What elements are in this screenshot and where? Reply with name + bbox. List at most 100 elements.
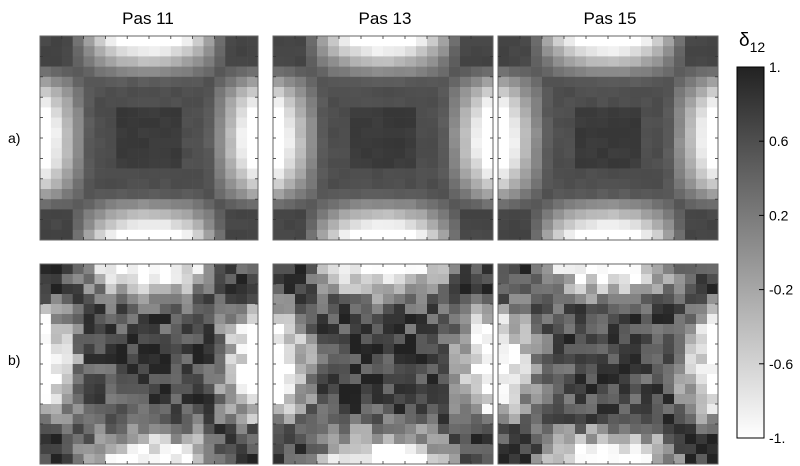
heatmap-cell [696,344,708,355]
heatmap-cell [350,324,362,335]
heatmap-cell [449,384,461,395]
heatmap-cell [416,424,428,435]
heatmap-cell [127,178,139,190]
heatmap-cell [542,178,554,190]
heatmap-cell [685,219,697,231]
heatmap-cell [438,324,450,335]
heatmap-cell [674,394,686,405]
heatmap-cell [498,394,510,405]
heatmap-cell [225,424,237,435]
heatmap-cell [295,127,307,139]
heatmap-cell [674,189,686,200]
heatmap-cell [531,364,543,375]
heatmap-cell [149,324,161,335]
heatmap-cell [339,148,351,159]
heatmap-cell [460,189,472,200]
heatmap-cell [449,314,461,325]
heatmap-cell [127,264,139,275]
heatmap-cell [663,354,675,365]
heatmap-cell [192,189,204,200]
heatmap-cell [339,344,351,355]
heatmap-cell [460,36,472,47]
heatmap-cell [553,36,565,47]
heatmap-cell [416,189,428,200]
heatmap-cell [306,454,318,465]
heatmap-cell [214,414,226,425]
heatmap-cell [674,314,686,325]
heatmap-cell [394,127,406,139]
heatmap-cell [350,344,362,355]
heatmap-cell [116,56,128,67]
heatmap-cell [597,324,609,335]
heatmap-cell [630,178,642,190]
heatmap-cell [482,434,494,445]
heatmap-cell [498,36,510,47]
heatmap-cell [416,209,428,220]
heatmap-cell [214,404,226,415]
heatmap-cell [542,414,554,425]
heatmap-cell [482,127,494,139]
heatmap-cell [663,178,675,190]
heatmap-cell [553,334,565,345]
heatmap-cell [663,66,675,78]
heatmap-cell [94,454,106,465]
heatmap-cell [317,168,329,180]
heatmap-cell [350,264,362,275]
heatmap-cell [509,434,521,445]
heatmap-cell [641,404,653,415]
heatmap-cell [460,107,472,118]
heatmap-cell [94,66,106,78]
heatmap-cell [482,354,494,365]
heatmap-cell [619,434,631,445]
heatmap-cell [449,117,461,129]
heatmap-cell [685,334,697,345]
heatmap-cell [531,314,543,325]
heatmap-cell [138,158,150,169]
heatmap-cell [641,384,653,395]
heatmap-cell [416,178,428,190]
heatmap-cell [597,384,609,395]
heatmap-cell [597,199,609,210]
heatmap-cell [284,168,296,180]
heatmap-cell [542,424,554,435]
heatmap-cell [575,304,587,315]
heatmap-cell [203,274,215,285]
heatmap-cell [449,168,461,180]
heatmap-cell [685,76,697,88]
heatmap-cell [416,107,428,118]
heatmap-cell [339,374,351,385]
heatmap-cell [482,284,494,295]
heatmap-cell [586,229,598,241]
heatmap-cell [597,434,609,445]
heatmap-cell [40,36,52,47]
heatmap-cell [339,36,351,47]
heatmap-cell [138,284,150,295]
heatmap-cell [564,384,576,395]
heatmap-cell [214,66,226,78]
heatmap-cell [236,209,248,220]
heatmap-cell [328,364,340,375]
heatmap-cell [127,56,139,67]
heatmap-cell [405,314,417,325]
heatmap-cell [350,46,362,57]
heatmap-cell [531,324,543,335]
heatmap-cell [674,384,686,395]
heatmap-cell [707,87,719,98]
heatmap-cell [383,158,395,169]
heatmap-cell [531,229,543,241]
heatmap-cell [438,374,450,385]
heatmap-cell [214,294,226,305]
heatmap-cell [663,454,675,465]
heatmap-cell [214,76,226,88]
heatmap-cell [116,294,128,305]
heatmap-cell [696,127,708,139]
heatmap-cell [641,264,653,275]
heatmap-cell [236,117,248,129]
heatmap-cell [295,314,307,325]
heatmap-cell [361,56,373,67]
heatmap-cell [192,374,204,385]
heatmap-cell [138,36,150,47]
heatmap-cell [40,189,52,200]
heatmap-cell [641,219,653,231]
heatmap-cell [482,76,494,88]
